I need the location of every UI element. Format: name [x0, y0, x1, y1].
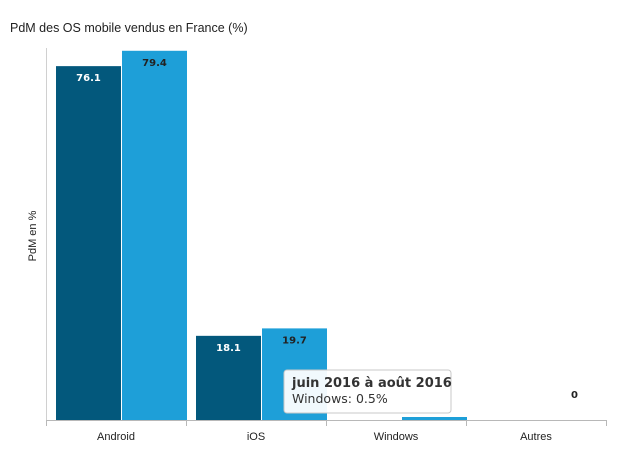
x-tick-marks: [46, 420, 607, 426]
bar: [56, 66, 121, 420]
data-label: 79.4: [142, 58, 167, 69]
data-label: 19.7: [282, 335, 307, 346]
bar: [402, 417, 467, 420]
x-tick-label: Android: [97, 431, 135, 443]
y-axis-label: PdM en %: [27, 210, 39, 261]
x-tick-label: iOS: [247, 431, 265, 443]
bars-group: [56, 50, 467, 420]
bar: [196, 335, 261, 420]
x-tick-label: Autres: [520, 431, 552, 443]
bar: [122, 50, 187, 420]
tooltip: juin 2016 à août 2016 Windows: 0.5%: [283, 369, 452, 414]
tooltip-box: [283, 369, 452, 414]
data-label: 76.1: [76, 73, 101, 84]
data-label: 18.1: [216, 343, 241, 354]
x-tick-label: Windows: [374, 431, 419, 443]
data-label: 0: [571, 390, 578, 401]
data-labels: 76.1 79.4 18.1 19.7 0: [76, 58, 578, 401]
tooltip-title: juin 2016 à août 2016: [291, 376, 452, 391]
x-tick-labels: Android iOS Windows Autres: [97, 431, 552, 443]
chart-title: PdM des OS mobile vendus en France (%): [10, 21, 248, 35]
tooltip-text: Windows: 0.5%: [292, 391, 388, 406]
